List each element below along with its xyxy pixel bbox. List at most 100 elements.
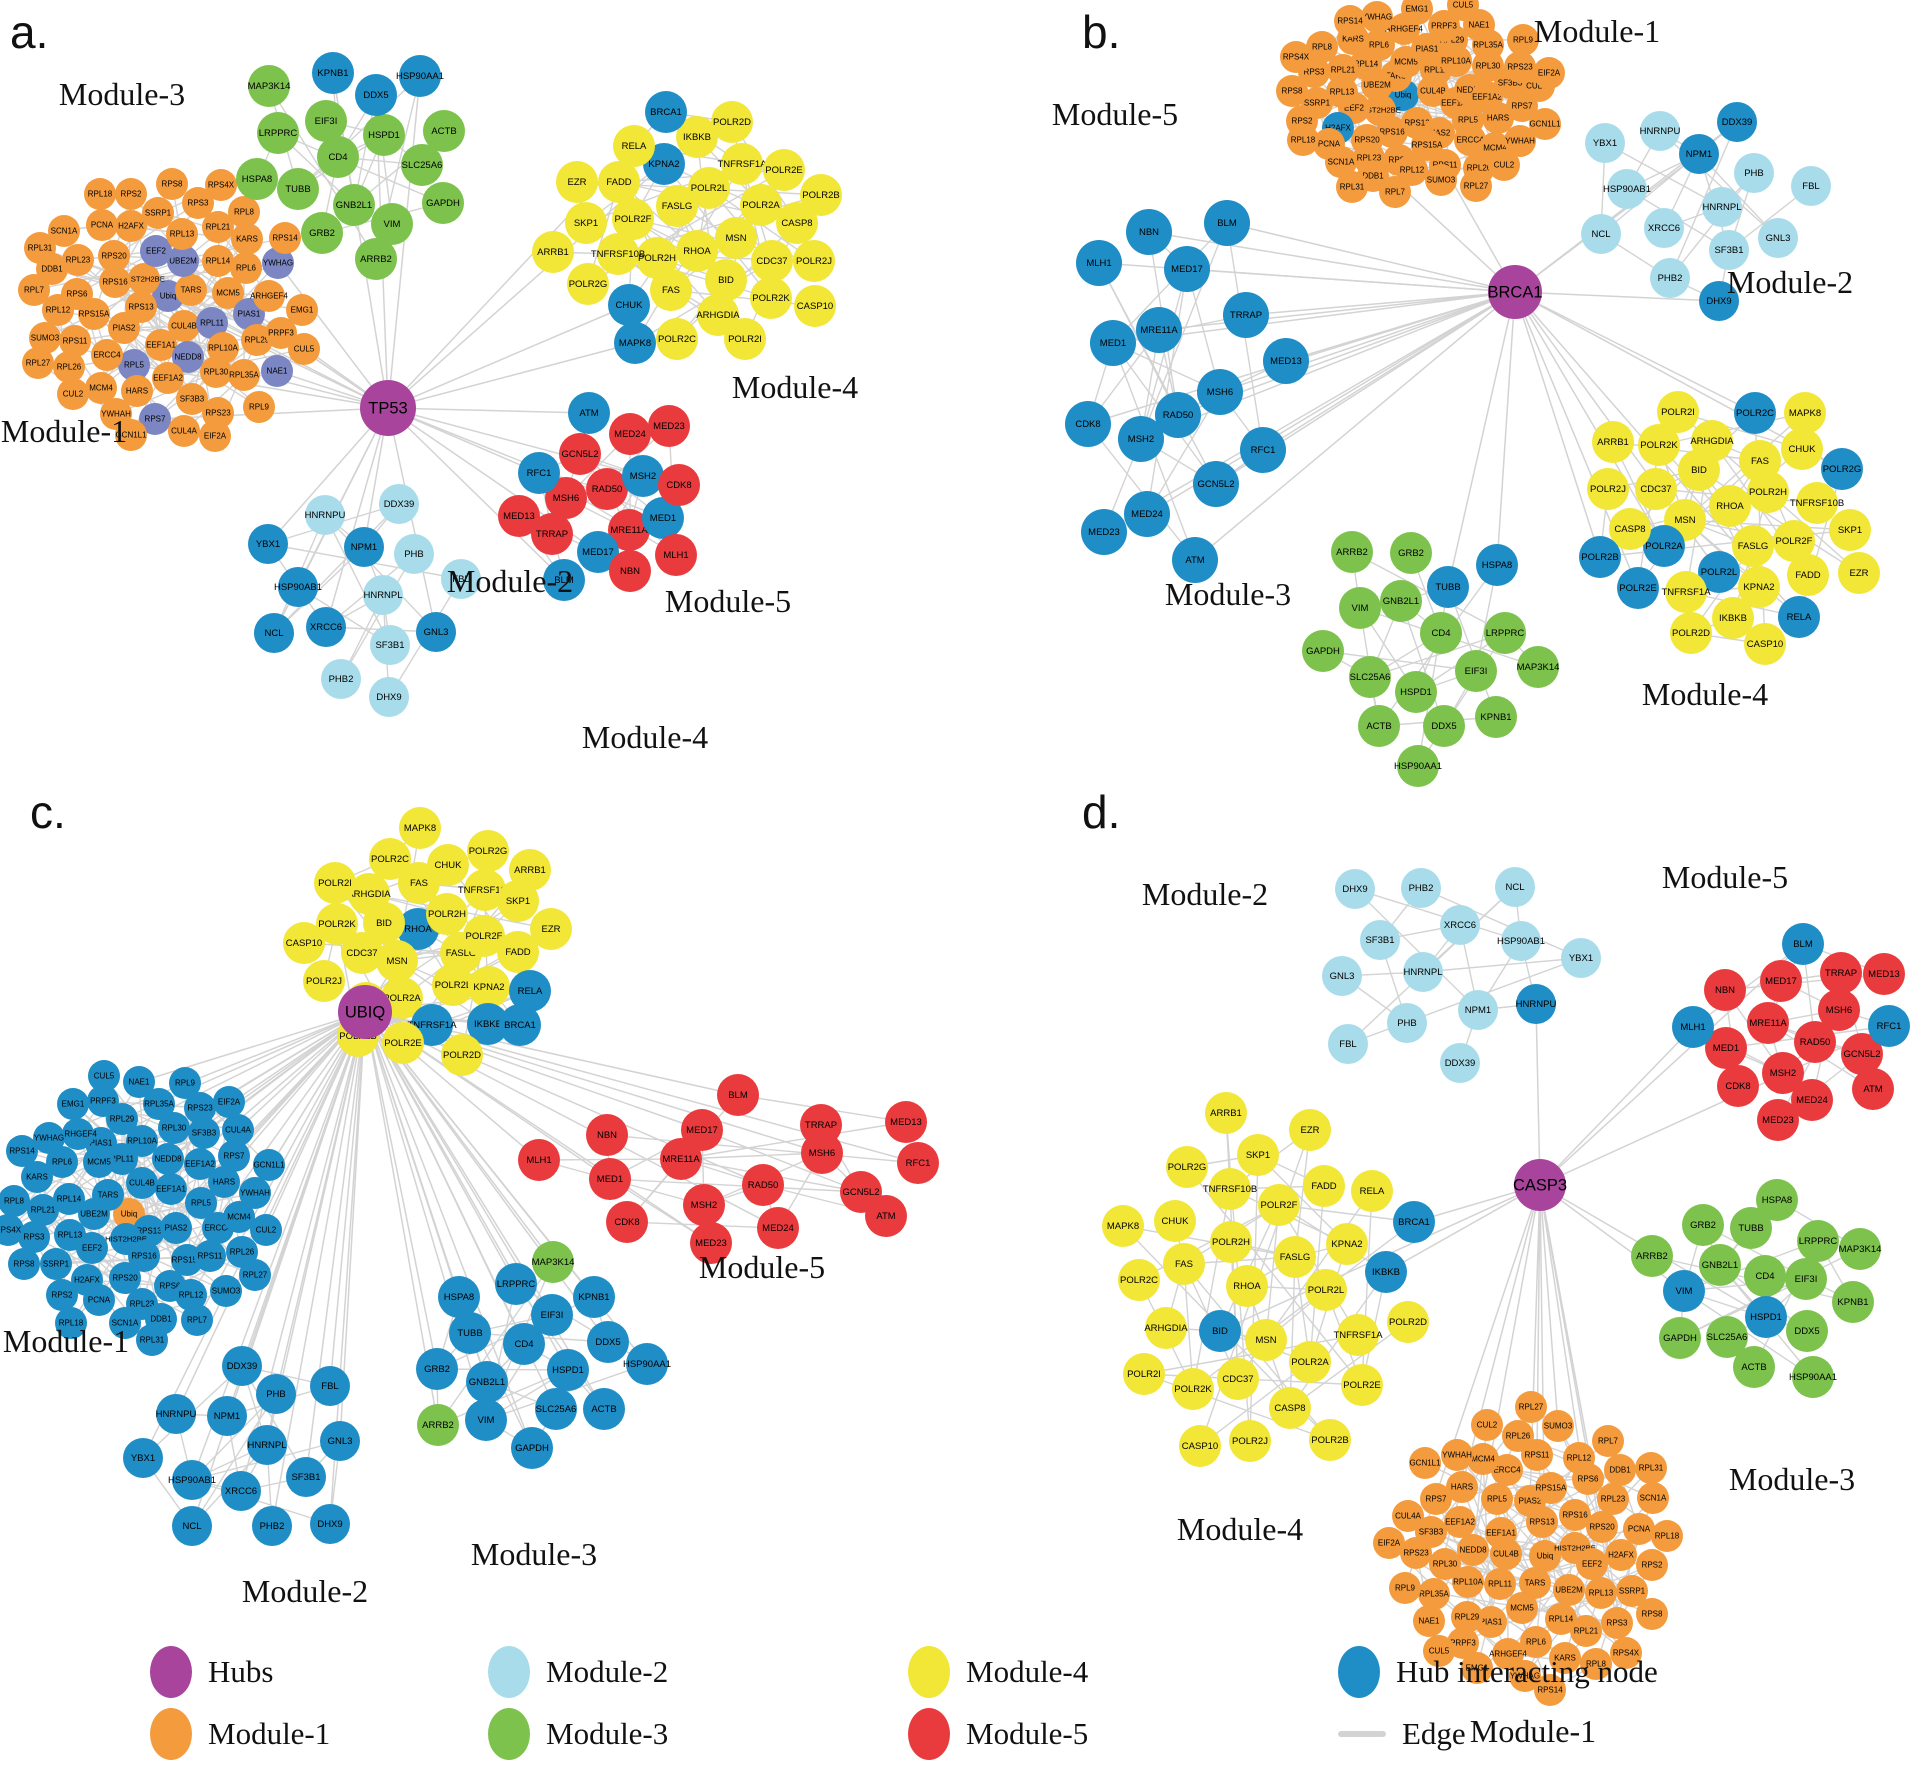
svg-text:POLR2B: POLR2B <box>1581 552 1619 563</box>
gene-node: ATM <box>1172 537 1218 583</box>
svg-text:RHOA: RHOA <box>1233 1281 1261 1292</box>
gene-node: MCM4 <box>223 1201 255 1233</box>
gene-node: RAD50 <box>742 1164 784 1206</box>
gene-node: EEF1A1 <box>145 329 177 361</box>
gene-node: RPL6 <box>230 252 262 284</box>
gene-node: POLR2D <box>711 101 753 143</box>
gene-node: CASP8 <box>1609 508 1651 550</box>
gene-node: GRB2 <box>416 1348 458 1390</box>
gene-node: EEF2 <box>140 235 172 267</box>
svg-text:CASP3: CASP3 <box>1513 1177 1567 1195</box>
panel-letter: c. <box>30 786 66 838</box>
gene-node: RPL5 <box>118 349 150 381</box>
svg-text:RPL6: RPL6 <box>236 264 257 273</box>
svg-text:PHB2: PHB2 <box>260 1521 285 1532</box>
svg-text:RPS3: RPS3 <box>1607 1619 1628 1628</box>
gene-node: HNRNPU <box>1516 984 1556 1024</box>
svg-text:TUBB: TUBB <box>457 1328 482 1339</box>
svg-text:ARRB1: ARRB1 <box>1597 437 1629 448</box>
svg-text:KPNA2: KPNA2 <box>1743 582 1774 593</box>
gene-node: HARS <box>208 1166 240 1198</box>
svg-text:DDB1: DDB1 <box>150 1315 172 1324</box>
svg-text:RPS4X: RPS4X <box>1283 53 1310 62</box>
gene-node: SCN1A <box>109 1307 141 1339</box>
gene-node: GNB2L1 <box>466 1361 508 1403</box>
gene-node: GCN1L1 <box>253 1149 285 1181</box>
legend-label: Hubs <box>208 1654 274 1689</box>
svg-text:DDB1: DDB1 <box>41 265 63 274</box>
gene-node: TRRAP <box>1820 952 1862 994</box>
svg-text:RPL8: RPL8 <box>234 208 255 217</box>
svg-text:CASP8: CASP8 <box>1614 524 1645 535</box>
svg-text:FADD: FADD <box>505 947 530 958</box>
gene-node: EEF1A1 <box>1485 1517 1517 1549</box>
svg-text:EIF2A: EIF2A <box>204 432 227 441</box>
legend-label: Module-4 <box>966 1654 1089 1689</box>
gene-node: RPL13 <box>166 218 198 250</box>
gene-node: MCM5 <box>1506 1592 1538 1624</box>
svg-text:HSPA8: HSPA8 <box>1762 1195 1792 1206</box>
svg-text:NPM1: NPM1 <box>351 542 377 553</box>
gene-node: EZR <box>1838 552 1880 594</box>
gene-node: RPL23 <box>62 244 94 276</box>
svg-text:LRPPRC: LRPPRC <box>1486 628 1525 639</box>
module2-swatch-icon <box>488 1646 530 1698</box>
gene-node: POLR2K <box>1172 1368 1214 1410</box>
gene-node: DDX39 <box>379 484 419 524</box>
svg-text:GNB2L1: GNB2L1 <box>1702 1260 1738 1271</box>
svg-text:RPS6: RPS6 <box>1578 1475 1599 1484</box>
gene-node: MAP3K14 <box>532 1241 574 1283</box>
gene-node: EIF3I <box>1785 1258 1827 1300</box>
svg-text:TRRAP: TRRAP <box>1825 968 1857 979</box>
svg-text:RAD50: RAD50 <box>748 1180 779 1191</box>
gene-node: YBX1 <box>1561 938 1601 978</box>
gene-node: IKBKB <box>1365 1251 1407 1293</box>
svg-text:ARRB1: ARRB1 <box>514 865 546 876</box>
module-label: Module-5 <box>1662 859 1788 895</box>
svg-text:RPL11: RPL11 <box>110 1155 134 1164</box>
gene-node: HNRNPU <box>305 495 345 535</box>
gene-node: GAPDH <box>422 182 464 224</box>
gene-node: RHOA <box>1226 1265 1268 1307</box>
gene-node: MSH2 <box>1762 1052 1804 1094</box>
gene-node: MED24 <box>1124 491 1170 537</box>
gene-node: POLR2F <box>1258 1184 1300 1226</box>
svg-text:MED24: MED24 <box>1796 1095 1828 1106</box>
gene-node: VIM <box>371 203 413 245</box>
svg-text:NCL: NCL <box>264 628 283 639</box>
gene-node: DDX39 <box>1717 102 1757 142</box>
gene-node: TUBB <box>1730 1207 1772 1249</box>
gene-node: CASP10 <box>1179 1425 1221 1467</box>
svg-text:TNFRSF10B: TNFRSF10B <box>1203 1184 1257 1195</box>
svg-text:POLR2L: POLR2L <box>1308 1285 1344 1296</box>
svg-text:EZR: EZR <box>1850 568 1869 579</box>
gene-node: MAPK8 <box>1102 1205 1144 1247</box>
gene-node: SLC25A6 <box>535 1388 577 1430</box>
svg-text:UBE2M: UBE2M <box>80 1210 108 1219</box>
gene-node: TNFRSF1A <box>717 143 767 185</box>
gene-node: RPL6 <box>1363 29 1395 61</box>
svg-text:FASLG: FASLG <box>662 201 693 212</box>
svg-text:POLR2I: POLR2I <box>1661 407 1695 418</box>
legend-item-module4: Module-4 <box>908 1644 1088 1700</box>
gene-node: POLR2C <box>1734 392 1776 434</box>
gene-node: SF3B1 <box>1709 230 1749 270</box>
gene-node: RPS7 <box>1420 1483 1452 1515</box>
svg-text:MED13: MED13 <box>1868 969 1900 980</box>
gene-node: RPS20 <box>1586 1511 1618 1543</box>
svg-text:DDX39: DDX39 <box>227 1361 258 1372</box>
gene-node: RPL6 <box>46 1146 78 1178</box>
gene-node: HNRNPL <box>1403 952 1443 992</box>
svg-text:RPS15A: RPS15A <box>172 1256 203 1265</box>
svg-text:GCN5L2: GCN5L2 <box>562 449 599 460</box>
svg-text:FASLG: FASLG <box>1738 541 1769 552</box>
gene-node: NCL <box>1581 214 1621 254</box>
svg-text:RPL6: RPL6 <box>1369 41 1390 50</box>
gene-node: FASLG <box>656 185 698 227</box>
svg-text:RPL27: RPL27 <box>243 1271 268 1280</box>
gene-node: HSP90AA1 <box>396 55 444 97</box>
svg-text:GRB2: GRB2 <box>424 1364 450 1375</box>
gene-node: POLR2G <box>1821 448 1863 490</box>
svg-text:HIST2H2BE: HIST2H2BE <box>105 1235 147 1244</box>
svg-text:MSH6: MSH6 <box>1207 387 1233 398</box>
